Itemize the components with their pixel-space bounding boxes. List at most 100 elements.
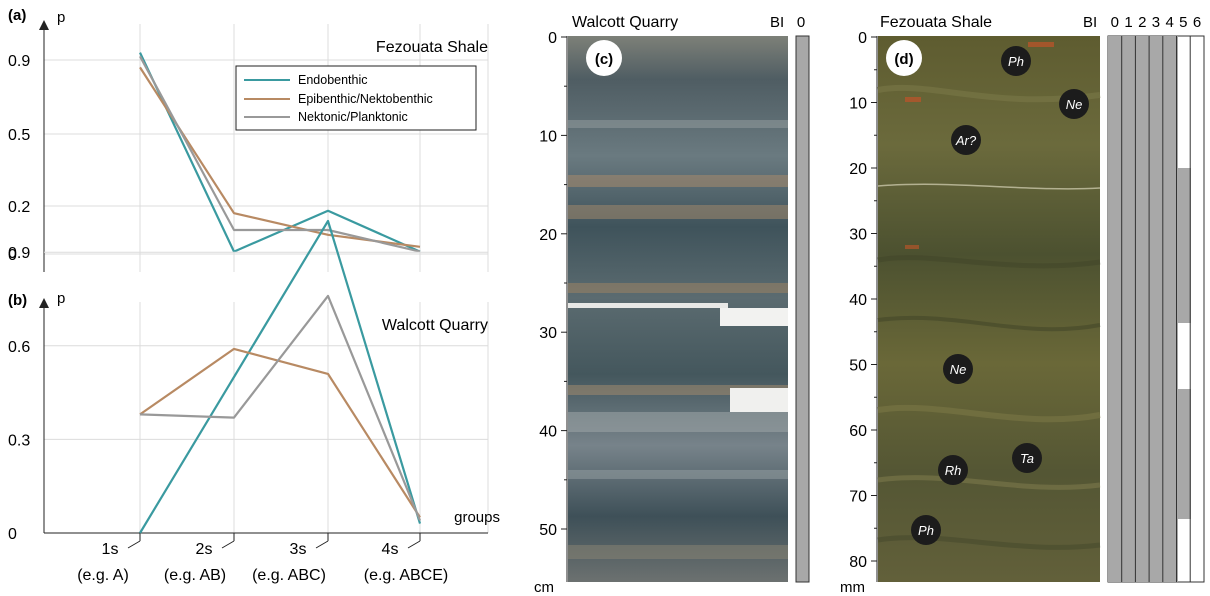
a-y-tick-label: 0 bbox=[8, 247, 17, 264]
core-light-layer bbox=[720, 308, 788, 326]
bi-column-d-label: 4 bbox=[1165, 14, 1173, 31]
panel-label-d: (d) bbox=[894, 51, 913, 68]
marker-badge bbox=[943, 354, 973, 384]
core-texture bbox=[877, 315, 1101, 332]
core-band bbox=[568, 205, 788, 219]
y-ticks-b: 0 0.3 0.6 0.9 bbox=[8, 245, 30, 543]
core-light-layer bbox=[730, 388, 788, 412]
marker-label: Ne bbox=[950, 362, 967, 377]
x-group-label: 4s bbox=[382, 541, 399, 558]
depth-d-tick-label: 70 bbox=[849, 489, 867, 506]
bi-label-c: BI bbox=[770, 14, 784, 31]
core-light-layer bbox=[568, 303, 728, 308]
core-band bbox=[568, 283, 788, 293]
depth-ticks-c: 0 10 20 30 40 50 bbox=[539, 30, 567, 539]
panel-b: (b) p Walcott Quarry groups 0 0.3 0.6 0.9 1… bbox=[8, 219, 500, 584]
depth-d-tick-label: 60 bbox=[849, 423, 867, 440]
core-band bbox=[568, 412, 788, 432]
core-band bbox=[568, 545, 788, 559]
x-group-example: (e.g. A) bbox=[77, 567, 129, 584]
x-group-example: (e.g. AB) bbox=[164, 567, 226, 584]
trace-marker-ar: Ar? bbox=[951, 125, 981, 155]
x-axis-label-b: groups bbox=[454, 509, 500, 526]
marker-label: Ne bbox=[1066, 97, 1083, 112]
grid-a bbox=[44, 24, 489, 272]
depth-c-tick-label: 0 bbox=[548, 30, 557, 47]
x-group-tick bbox=[407, 533, 421, 549]
marker-label: Ph bbox=[1008, 54, 1024, 69]
b-series-epibenthic-nektobenthic bbox=[139, 347, 421, 518]
bi-column-c-0: 0 bbox=[797, 14, 805, 31]
depth-c-tick-label: 40 bbox=[539, 424, 557, 441]
y-axis-label-a: p bbox=[57, 9, 65, 26]
bi-fill-0-4 bbox=[1108, 36, 1178, 582]
unit-label-d: mm bbox=[840, 579, 865, 596]
unit-label-c: cm bbox=[534, 579, 554, 596]
x-group-label: 1s bbox=[102, 541, 119, 558]
depth-ticks-d: 0 10 20 30 40 50 60 70 80 bbox=[849, 30, 877, 571]
depth-c-tick-label: 50 bbox=[539, 522, 557, 539]
bi-column-d-label: 0 bbox=[1111, 14, 1119, 31]
marker-badge bbox=[1001, 46, 1031, 76]
bi-dividers-d bbox=[1121, 36, 1191, 582]
y-ticks-a: 0 0.2 0.5 0.9 bbox=[8, 53, 30, 264]
bi-column-d-label: 1 bbox=[1124, 14, 1132, 31]
core-band bbox=[568, 120, 788, 128]
series-a bbox=[139, 52, 421, 253]
marker-badge bbox=[1012, 443, 1042, 473]
core-photo-d bbox=[878, 36, 1100, 582]
depth-d-tick-label: 10 bbox=[849, 96, 867, 113]
panel-label-a: (a) bbox=[8, 7, 26, 24]
core-texture bbox=[877, 404, 1101, 423]
grid-b bbox=[44, 251, 489, 534]
x-group-tick bbox=[221, 533, 235, 549]
marker-badge bbox=[911, 515, 941, 545]
y-axis-label-b: p bbox=[57, 290, 65, 307]
x-group-example: (e.g. ABCE) bbox=[364, 567, 448, 584]
b-y-tick-label: 0 bbox=[8, 526, 17, 543]
depth-d-tick-label: 40 bbox=[849, 292, 867, 309]
depth-c-tick-label: 20 bbox=[539, 227, 557, 244]
core-oxide-spot bbox=[905, 245, 919, 249]
b-y-tick-label: 0.3 bbox=[8, 432, 30, 449]
legend-label-endobenthic: Endobenthic bbox=[298, 73, 368, 87]
b-series-nektonic-planktonic bbox=[139, 294, 422, 521]
a-series-endobenthic bbox=[139, 52, 421, 253]
core-oxide-spot bbox=[1028, 42, 1054, 47]
core-band bbox=[568, 470, 788, 479]
legend-label-nektonic: Nektonic/Planktonic bbox=[298, 110, 408, 124]
marker-badge bbox=[951, 125, 981, 155]
marker-label: Ph bbox=[918, 523, 934, 538]
depth-d-tick-label: 80 bbox=[849, 554, 867, 571]
chart-title-a: Fezouata Shale bbox=[376, 39, 488, 56]
panel-c: Walcott Quarry BI 0 (c) 0 10 20 30 40 50 cm bbox=[534, 14, 810, 596]
panel-a: (a) p Fezouata Shale 0 0.2 0.5 0.9 Endobent… bbox=[8, 7, 489, 272]
marker-label: Ar? bbox=[955, 133, 977, 148]
b-series-endobenthic bbox=[139, 219, 422, 534]
core-texture bbox=[877, 183, 1101, 190]
x-group-labels: 1s (e.g. A) 2s (e.g. AB) 3s (e.g. ABC) 4s (e.g.… bbox=[77, 533, 448, 584]
bi-column-d-label: 2 bbox=[1138, 14, 1146, 31]
bi-column-d-label: 6 bbox=[1193, 14, 1201, 31]
trace-marker-ph-2: Ph bbox=[911, 515, 941, 545]
depth-c-tick-label: 10 bbox=[539, 128, 557, 145]
depth-d-tick-label: 20 bbox=[849, 161, 867, 178]
chart-title-b: Walcott Quarry bbox=[382, 317, 488, 334]
depth-d-tick-label: 0 bbox=[858, 30, 867, 47]
bi-column-d-label: 5 bbox=[1179, 14, 1187, 31]
a-series-nektonic-planktonic bbox=[139, 55, 421, 253]
x-group-tick bbox=[127, 533, 141, 549]
bi-column-d-label: 3 bbox=[1152, 14, 1160, 31]
bi-bar-c bbox=[795, 35, 810, 583]
core-title-c: Walcott Quarry bbox=[572, 14, 678, 31]
marker-label: Ta bbox=[1020, 451, 1034, 466]
marker-label: Rh bbox=[945, 463, 962, 478]
core-texture bbox=[877, 475, 1101, 490]
depth-d-tick-label: 30 bbox=[849, 227, 867, 244]
trace-marker-ne-1: Ne bbox=[1059, 89, 1089, 119]
core-band bbox=[568, 385, 788, 395]
legend-label-epibenthic: Epibenthic/Nektobenthic bbox=[298, 92, 433, 106]
